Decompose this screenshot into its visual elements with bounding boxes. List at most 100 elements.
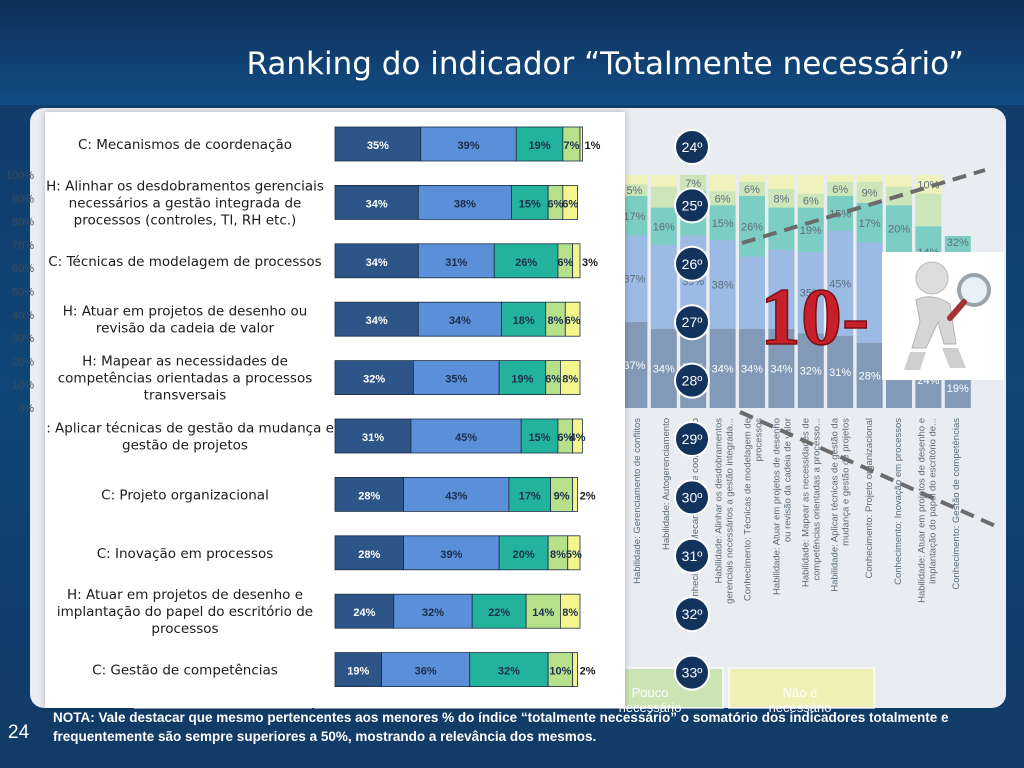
bg-category-label-line: Habilidade: Atuar em projetos de desenho… [917, 418, 928, 603]
ranking-row: H: Atuar em projetos de desenho eimplant… [57, 587, 581, 637]
bar-value-label: 8% [548, 315, 564, 327]
y-tick-label: 40% [12, 310, 34, 322]
y-tick-label: 30% [12, 333, 34, 345]
bg-column-segment [650, 244, 677, 329]
bg-category-label: Habilidade: Mapear as necessidades de com… [801, 418, 823, 587]
bar-segment [510, 185, 549, 220]
bar-segment [572, 243, 581, 279]
row-category-label: H: Aplicar técnicas de gestão da mudança… [45, 421, 334, 437]
ranking-row: H: Mapear as necessidades decompetências… [58, 354, 581, 404]
bar-segment [417, 243, 495, 279]
bg-column-segment [856, 342, 883, 408]
bg-column-value-label: 5% [626, 185, 642, 197]
bar-segment [334, 126, 422, 162]
bg-legend-box [728, 667, 875, 709]
bar-value-label: 2% [580, 490, 596, 502]
bg-column-segment [827, 335, 854, 408]
bg-category-label-line: processos [754, 418, 765, 462]
bar-segment [525, 593, 561, 629]
bg-legend-label-line: Pouco [632, 685, 669, 700]
y-tick-label: 100% [6, 170, 34, 182]
bg-category-label-line: Habilidade: Atuar em projetos de desenho [772, 418, 783, 595]
bar-value-label: 43% [445, 490, 467, 502]
bg-column-segment [621, 184, 648, 196]
bar-value-label: 39% [458, 140, 480, 152]
bg-column-segment [856, 242, 883, 343]
y-tick-label: 60% [12, 263, 34, 275]
header-bar [0, 0, 1024, 105]
bar-value-label: 22% [488, 607, 510, 619]
bar-segment [381, 652, 471, 687]
bar-value-label: 24% [353, 607, 375, 619]
bg-category-label-line: ou revisão da cadeia de valor [783, 418, 794, 542]
bg-column-value-label: 37% [623, 360, 645, 372]
bg-category-label-line: Conhecimento: Inovação em processos [893, 418, 904, 585]
bar-segment [334, 185, 419, 220]
highlight-number: 10- [760, 271, 869, 362]
bg-column-value-label: 17% [859, 218, 881, 230]
bg-column-value-label: 15% [829, 208, 851, 220]
bg-column-segment [621, 321, 648, 408]
bar-segment [417, 185, 512, 220]
bar-value-label: 34% [366, 198, 388, 210]
bar-segment [501, 301, 547, 337]
bar-value-label: 32% [498, 666, 520, 678]
bg-column-value-label: 34% [770, 363, 792, 375]
bar-value-label: 6% [565, 315, 581, 327]
page-number: 24 [8, 722, 30, 743]
bg-column-value-label: 6% [832, 184, 848, 196]
bg-column-value-label: 17% [623, 211, 645, 223]
ranking-row: C: Gestão de competências 19% 36% 32% 10% 2% [92, 652, 596, 687]
row-category-label: C: Técnicas de modelagem de processos [48, 254, 321, 270]
bg-category-label: Conhecimento: Técnicas de modelagem de pr… [743, 418, 765, 601]
bg-category-label-line: Conhecimento: Gestão de competências [951, 418, 962, 590]
bar-segment [564, 301, 581, 337]
bar-segment [579, 126, 583, 162]
bg-column-value-label: 19% [947, 383, 969, 395]
bg-column-segment [768, 207, 795, 250]
bg-column-value-label: 16% [653, 221, 675, 233]
bar-value-label: 6% [545, 374, 561, 386]
bg-column-value-label: 38% [712, 280, 734, 292]
row-category-label: gestão de projetos [122, 438, 248, 454]
bg-column-segment [856, 175, 883, 182]
bg-legend-label-line: necessário [619, 700, 682, 715]
bar-value-label: 19% [347, 666, 369, 678]
bg-column-value-label: 9% [862, 187, 878, 199]
bg-column-value-label: 34% [653, 363, 675, 375]
bg-column-value-label: 35% [800, 288, 822, 300]
bg-column-segment [709, 205, 736, 241]
bar-segment [520, 418, 559, 454]
bg-category-label: Conhecimento: Mecanismos de coordenação [690, 418, 701, 609]
bar-value-label: 2% [580, 666, 596, 678]
bar-value-label: 35% [445, 374, 467, 386]
bar-segment [469, 652, 549, 687]
bg-column-segment [797, 333, 824, 408]
bar-segment [498, 360, 547, 396]
bg-column-value-label: 10% [917, 179, 939, 191]
bg-category-label: Habilidade: Aplicar técnicas de gestão d… [830, 417, 852, 591]
y-tick-label: 70% [12, 240, 34, 252]
bg-column-segment [621, 195, 648, 236]
bg-category-label: Habilidade: Alinhar os desdobramentos ger… [714, 418, 736, 604]
bar-value-label: 38% [454, 198, 476, 210]
bg-column-segment [709, 191, 736, 206]
bar-value-label: 34% [366, 257, 388, 269]
bg-column-segment [797, 175, 824, 194]
bg-column-value-label: 6% [744, 184, 760, 196]
bg-column-segment [709, 240, 736, 329]
bg-category-label-line: Habilidade: Aplicar técnicas de gestão d… [830, 417, 841, 591]
bar-segment [567, 535, 581, 571]
bar-segment [572, 418, 583, 454]
bg-column-value-label: 34% [741, 363, 763, 375]
row-category-label: revisão da cadeia de valor [96, 321, 275, 337]
bar-segment [334, 301, 419, 337]
bg-column-value-label: 45% [829, 278, 851, 290]
bg-column-segment [886, 175, 912, 187]
bar-segment [334, 652, 382, 687]
bg-column-value-label: 39% [682, 276, 704, 288]
bg-category-label-line: implantação do papel do escritório de... [928, 418, 939, 584]
ranking-row: C: Inovação em processos 28% 39% 20% 8% 5% [97, 535, 582, 571]
bg-category-label-line: gerenciais necessários a gestão integrad… [725, 418, 736, 604]
bar-value-label: 8% [550, 549, 566, 561]
